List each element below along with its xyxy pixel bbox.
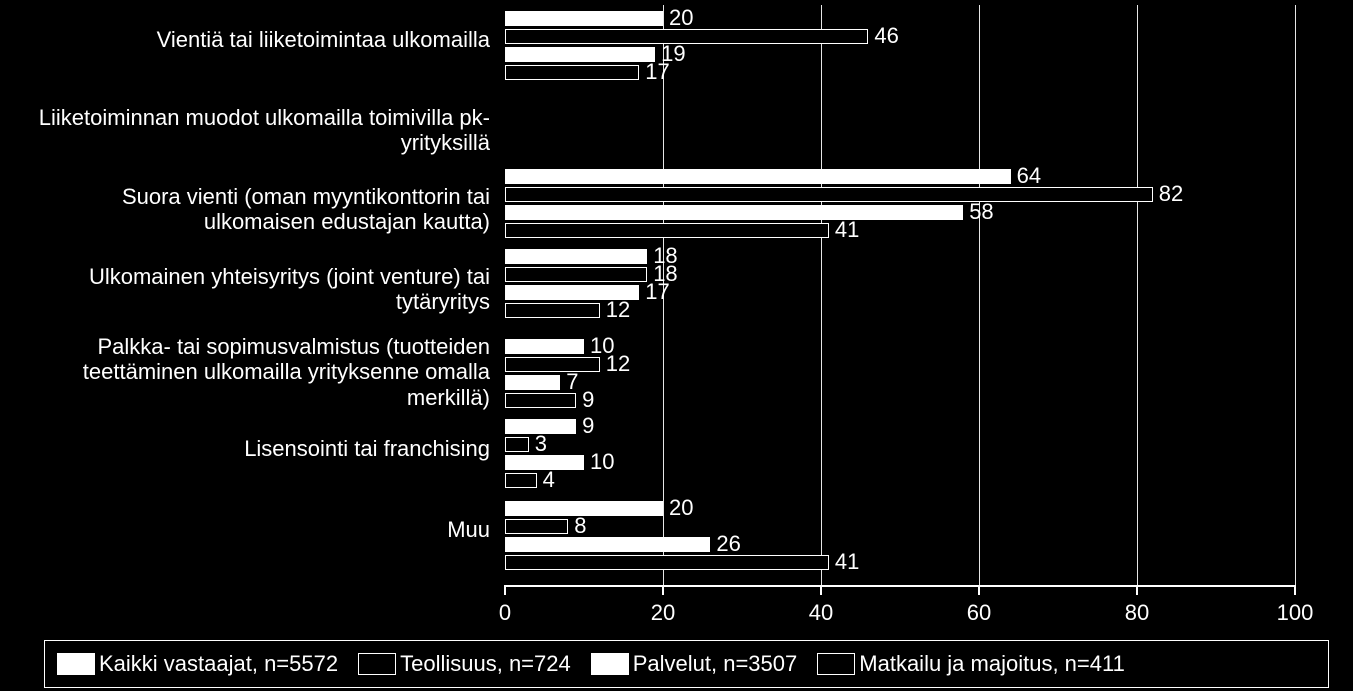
category-label: Liiketoiminnan muodot ulkomailla toimivi… <box>10 105 490 156</box>
category-label: Lisensointi tai franchising <box>10 436 490 461</box>
figure: Vientiä tai liiketoimintaa ulkomailla Li… <box>0 0 1353 691</box>
bar-value-label: 3 <box>535 431 547 457</box>
bar <box>505 169 1011 184</box>
bar <box>505 537 710 552</box>
category-label: Suora vienti (oman myyntikonttorin tai u… <box>10 184 490 235</box>
bar-value-label: 8 <box>574 513 586 539</box>
bar <box>505 437 529 452</box>
x-tick-label: 20 <box>633 600 693 626</box>
grid-line <box>1295 5 1296 585</box>
x-tick <box>662 585 664 595</box>
bar-value-label: 9 <box>582 387 594 413</box>
bar-value-label: 41 <box>835 217 859 243</box>
x-tick <box>504 585 506 595</box>
grid-line <box>979 5 980 585</box>
bar-value-label: 17 <box>645 59 669 85</box>
bar-value-label: 10 <box>590 449 614 475</box>
bar-value-label: 26 <box>716 531 740 557</box>
x-tick-label: 80 <box>1107 600 1167 626</box>
bar <box>505 11 663 26</box>
x-tick <box>978 585 980 595</box>
x-axis <box>505 585 1295 587</box>
bar <box>505 375 560 390</box>
bar <box>505 339 584 354</box>
bar-value-label: 58 <box>969 199 993 225</box>
legend-label: Matkailu ja majoitus, n=411 <box>859 651 1125 677</box>
bar-value-label: 82 <box>1159 181 1183 207</box>
category-label: Vientiä tai liiketoimintaa ulkomailla <box>10 27 490 52</box>
bar-value-label: 20 <box>669 495 693 521</box>
legend-chip-teollisuus <box>358 653 396 675</box>
category-label: Ulkomainen yhteisyritys (joint venture) … <box>10 264 490 315</box>
x-tick-label: 60 <box>949 600 1009 626</box>
grid-line <box>821 5 822 585</box>
bar-value-label: 46 <box>874 23 898 49</box>
bar <box>505 249 647 264</box>
bar <box>505 473 537 488</box>
legend-item: Teollisuus, n=724 <box>358 651 571 677</box>
legend-label: Kaikki vastaajat, n=5572 <box>99 651 338 677</box>
bar-value-label: 7 <box>566 369 578 395</box>
legend-chip-matkailu <box>817 653 855 675</box>
bar-value-label: 4 <box>543 467 555 493</box>
x-tick <box>820 585 822 595</box>
bar <box>505 357 600 372</box>
legend-label: Teollisuus, n=724 <box>400 651 571 677</box>
bar <box>505 29 868 44</box>
bar-value-label: 12 <box>606 351 630 377</box>
legend-label: Palvelut, n=3507 <box>633 651 798 677</box>
bar <box>505 205 963 220</box>
bar <box>505 65 639 80</box>
legend-chip-kaikki <box>57 653 95 675</box>
plot-area: 0204060801002046191764825841181817121012… <box>505 5 1295 585</box>
bar-value-label: 41 <box>835 549 859 575</box>
bar-value-label: 64 <box>1017 163 1041 189</box>
legend-item: Matkailu ja majoitus, n=411 <box>817 651 1125 677</box>
bar-value-label: 9 <box>582 413 594 439</box>
bar <box>505 519 568 534</box>
bar-value-label: 17 <box>645 279 669 305</box>
category-label: Palkka- tai sopimusvalmistus (tuotteiden… <box>10 334 490 410</box>
legend: Kaikki vastaajat, n=5572 Teollisuus, n=7… <box>44 640 1329 688</box>
x-tick-label: 0 <box>475 600 535 626</box>
bar <box>505 47 655 62</box>
bar <box>505 393 576 408</box>
x-tick-label: 100 <box>1265 600 1325 626</box>
bar-value-label: 20 <box>669 5 693 31</box>
category-label: Muu <box>10 517 490 542</box>
bar <box>505 303 600 318</box>
legend-item: Kaikki vastaajat, n=5572 <box>57 651 338 677</box>
bar-value-label: 12 <box>606 297 630 323</box>
bar <box>505 223 829 238</box>
bar <box>505 555 829 570</box>
legend-item: Palvelut, n=3507 <box>591 651 798 677</box>
legend-chip-palvelut <box>591 653 629 675</box>
grid-line <box>1137 5 1138 585</box>
x-tick-label: 40 <box>791 600 851 626</box>
x-tick <box>1136 585 1138 595</box>
bar <box>505 267 647 282</box>
x-tick <box>1294 585 1296 595</box>
bar <box>505 187 1153 202</box>
